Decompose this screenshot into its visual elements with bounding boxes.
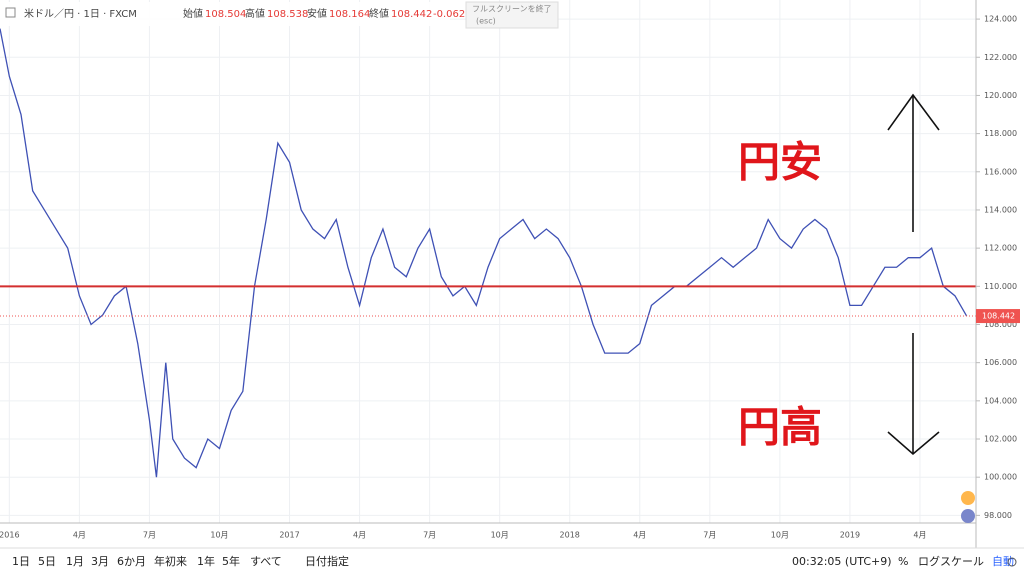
- y-tick-label: 112.000: [984, 244, 1017, 253]
- strong-yen-label: 円高: [738, 403, 822, 452]
- x-tick-label: 4月: [73, 531, 86, 540]
- x-tick-label: 2019: [840, 531, 860, 540]
- range-button[interactable]: 1年: [197, 554, 215, 568]
- down-arrow-head: [887, 431, 940, 456]
- y-tick-label: 108.000: [984, 320, 1017, 329]
- collapse-icon[interactable]: [5, 7, 16, 18]
- plot: [0, 28, 976, 478]
- range-button[interactable]: 日付指定: [305, 554, 349, 568]
- change: -0.062 (: [433, 9, 472, 20]
- range-button[interactable]: 1日: [12, 555, 30, 568]
- y-tick-label: 104.000: [984, 396, 1017, 405]
- y-tick-label: 114.000: [984, 205, 1017, 214]
- range-buttons: 1日 5日 1月 3月 6か月 年初来 1年 5年 すべて 日付指定: [12, 554, 349, 568]
- up-arrow-head: [887, 93, 940, 131]
- weak-yen-label: 円安: [738, 138, 822, 187]
- last-price-label: 108.442: [982, 312, 1015, 321]
- x-tick-label: 2017: [279, 531, 299, 540]
- open: 108.504: [205, 9, 246, 20]
- range-button[interactable]: 5日: [38, 555, 56, 568]
- clock: 00:32:05 (UTC+9): [792, 555, 892, 568]
- settings-icon[interactable]: [1007, 557, 1017, 567]
- fullscreen-text: フルスクリーンを終了: [472, 4, 552, 14]
- log-button[interactable]: ログスケール: [918, 554, 984, 568]
- range-button[interactable]: すべて: [250, 555, 282, 568]
- x-tick-label: 7月: [143, 531, 156, 540]
- x-tick-label: 2018: [560, 531, 580, 540]
- x-tick-label: 7月: [703, 531, 716, 540]
- y-tick-label: 116.000: [984, 167, 1017, 176]
- range-button[interactable]: 3月: [91, 555, 109, 568]
- toolbar-bg: [0, 548, 1024, 575]
- arrows: [887, 93, 940, 456]
- x-tick-label: 4月: [633, 531, 646, 540]
- price-line: [0, 28, 968, 478]
- x-tick-label: 2016: [0, 531, 20, 540]
- event-icon[interactable]: [961, 509, 975, 523]
- event-icon[interactable]: [961, 491, 975, 505]
- header-bg: [0, 2, 450, 26]
- percent-button[interactable]: %: [898, 555, 908, 568]
- last-price-box: [976, 309, 1020, 324]
- range-button[interactable]: 1月: [66, 555, 84, 568]
- open-label: 始値: [183, 7, 203, 20]
- fullscreen-button[interactable]: [465, 1, 559, 29]
- y-tick-label: 102.000: [984, 435, 1017, 444]
- y-tick-label: 118.000: [984, 129, 1017, 138]
- x-tick-label: 7月: [423, 531, 436, 540]
- x-tick-label: 4月: [913, 531, 926, 540]
- y-tick-label: 100.000: [984, 473, 1017, 482]
- range-button[interactable]: 5年: [222, 554, 240, 568]
- y-tick-label: 110.000: [984, 282, 1017, 291]
- close: 108.442: [391, 9, 432, 20]
- low: 108.164: [329, 9, 370, 20]
- symbol[interactable]: 米ドル／円 · 1日 · FXCM: [24, 7, 137, 20]
- y-tick-label: 122.000: [984, 53, 1017, 62]
- x-tick-label: 10月: [771, 531, 789, 540]
- high: 108.538: [267, 9, 308, 20]
- close-label: 終値: [369, 7, 389, 20]
- range-button[interactable]: 年初来: [154, 554, 187, 568]
- y-tick-label: 124.000: [984, 15, 1017, 24]
- low-label: 安値: [307, 7, 327, 20]
- x-tick-label: 4月: [353, 531, 366, 540]
- y-tick-label: 98.000: [984, 511, 1012, 520]
- y-tick-label: 120.000: [984, 91, 1017, 100]
- x-tick-label: 10月: [210, 531, 228, 540]
- x-tick-label: 10月: [491, 531, 509, 540]
- y-tick-label: 106.000: [984, 358, 1017, 367]
- high-label: 高値: [245, 7, 265, 20]
- range-button[interactable]: 6か月: [117, 555, 146, 568]
- esc-text: (esc): [476, 17, 496, 26]
